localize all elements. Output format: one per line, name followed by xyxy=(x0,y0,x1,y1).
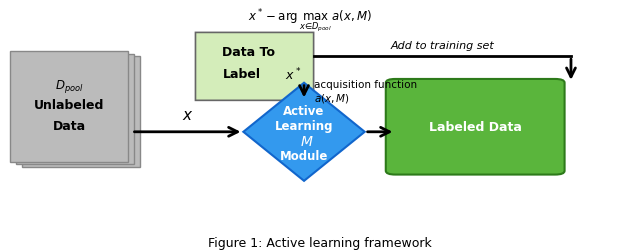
Text: Learning: Learning xyxy=(275,119,333,133)
FancyBboxPatch shape xyxy=(22,57,140,167)
Text: acquisition function
$a(x, M)$: acquisition function $a(x, M)$ xyxy=(314,80,417,105)
Text: Module: Module xyxy=(280,150,328,163)
Text: $x$: $x$ xyxy=(182,107,193,122)
Text: Labeled Data: Labeled Data xyxy=(429,121,522,134)
Text: $M$: $M$ xyxy=(300,134,314,148)
Text: $x^* - \arg\max_{x \in D_{pool}} a(x, M)$: $x^* - \arg\max_{x \in D_{pool}} a(x, M)… xyxy=(248,8,372,35)
Polygon shape xyxy=(243,83,365,181)
Text: $D_{pool}$: $D_{pool}$ xyxy=(55,77,84,94)
Text: Active: Active xyxy=(284,105,324,117)
Text: Data: Data xyxy=(52,119,86,133)
Text: Add to training set: Add to training set xyxy=(390,41,494,51)
FancyBboxPatch shape xyxy=(16,54,134,165)
Text: $x^*$: $x^*$ xyxy=(285,66,301,83)
FancyBboxPatch shape xyxy=(386,80,564,175)
Text: Figure 1: Active learning framework: Figure 1: Active learning framework xyxy=(208,236,432,249)
Text: Label: Label xyxy=(223,68,260,81)
FancyBboxPatch shape xyxy=(10,52,129,162)
Polygon shape xyxy=(294,93,314,101)
Polygon shape xyxy=(195,33,314,101)
Text: Unlabeled: Unlabeled xyxy=(34,98,104,111)
Text: Data To: Data To xyxy=(221,46,275,58)
